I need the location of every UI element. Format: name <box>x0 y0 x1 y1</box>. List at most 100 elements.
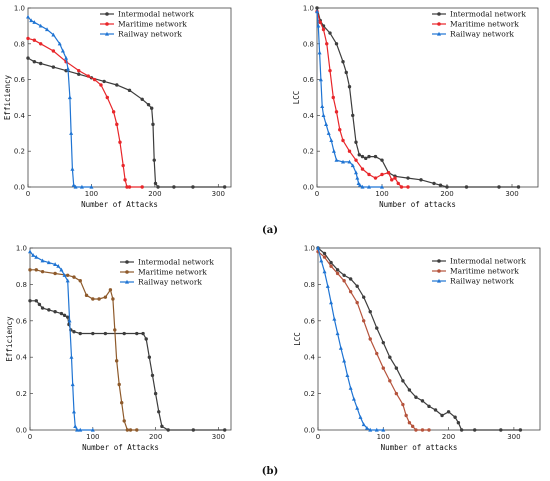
panel-label-b: (b) <box>262 466 278 477</box>
data-point <box>62 273 67 277</box>
data-point <box>354 170 358 175</box>
data-point <box>38 23 43 28</box>
data-point <box>325 284 330 288</box>
data-point <box>69 131 74 135</box>
data-point <box>322 269 327 274</box>
data-point <box>325 42 329 46</box>
data-point <box>32 20 37 24</box>
data-point <box>89 184 94 189</box>
x-tick-label: 200 <box>149 433 162 441</box>
y-tick-label: 0.8 <box>16 281 27 289</box>
data-point <box>318 77 323 82</box>
data-point <box>32 60 37 64</box>
y-tick-label: 0.2 <box>16 390 27 398</box>
data-point <box>146 102 151 107</box>
data-point <box>322 251 327 256</box>
y-tick-label: 0.0 <box>303 184 314 192</box>
y-tick-label: 0.4 <box>304 354 316 362</box>
data-point <box>331 149 336 153</box>
data-point <box>358 415 363 419</box>
y-tick-label: 0.4 <box>14 112 26 120</box>
series-line <box>316 11 408 188</box>
data-point <box>456 421 461 425</box>
data-point <box>319 258 324 263</box>
data-point <box>367 184 371 189</box>
data-point <box>72 330 76 334</box>
data-point <box>99 83 103 87</box>
data-point <box>414 428 418 432</box>
data-point <box>153 391 158 396</box>
data-point <box>97 297 101 301</box>
legend-marker <box>105 22 109 26</box>
data-point <box>147 355 152 359</box>
legend-label: Intermodal network <box>450 10 526 19</box>
data-point <box>315 6 319 10</box>
x-tick-label: 0 <box>316 433 320 441</box>
data-point <box>153 181 158 186</box>
data-point <box>328 68 332 73</box>
data-point <box>78 427 83 432</box>
data-point <box>47 308 51 312</box>
y-tick-label: 0.6 <box>16 317 28 325</box>
data-point <box>351 113 355 118</box>
data-point <box>322 255 327 259</box>
data-point <box>191 185 195 189</box>
data-point <box>150 106 154 110</box>
x-axis-title: Number of Attacks <box>82 443 159 452</box>
legend-label: Maritime network <box>450 20 519 29</box>
data-point <box>357 153 361 157</box>
y-axis-title: LCC <box>292 91 301 105</box>
data-point <box>316 245 320 250</box>
x-tick-label: 0 <box>315 190 319 198</box>
data-point <box>67 95 72 100</box>
chart-b-left: 0 100 200 300 0.0 0.2 0.4 0.6 0.8 1.0 Number of At… <box>5 245 232 452</box>
data-point <box>122 331 126 336</box>
series-line <box>27 57 225 188</box>
data-point <box>341 60 345 64</box>
data-point <box>331 95 335 100</box>
data-point <box>351 396 356 401</box>
data-point <box>440 413 444 418</box>
data-point <box>191 428 196 432</box>
x-tick-label: 200 <box>148 190 161 198</box>
x-tick-label: 200 <box>440 190 453 198</box>
data-point <box>354 158 358 162</box>
data-point <box>341 138 345 143</box>
data-point <box>51 32 56 37</box>
data-point <box>103 295 108 299</box>
x-tick-label: 100 <box>86 433 99 441</box>
data-point <box>367 154 371 159</box>
data-point <box>394 366 399 370</box>
data-point <box>65 278 70 283</box>
data-point <box>338 345 343 350</box>
y-tick-label: 0.8 <box>303 40 314 48</box>
data-point <box>373 154 378 159</box>
data-point <box>355 300 359 305</box>
data-point <box>347 85 352 89</box>
y-tick-label: 1.0 <box>14 5 25 13</box>
data-point <box>329 138 334 143</box>
data-point <box>78 331 82 336</box>
data-point <box>28 249 32 254</box>
data-point <box>381 366 385 370</box>
data-point <box>117 382 121 387</box>
data-point <box>355 284 359 288</box>
series-line <box>317 251 429 431</box>
data-point <box>113 328 117 332</box>
data-point <box>56 264 61 268</box>
data-point <box>453 415 457 419</box>
data-point <box>347 149 352 153</box>
data-point <box>381 427 386 432</box>
data-point <box>360 167 365 171</box>
data-point <box>115 83 119 87</box>
data-point <box>111 297 115 301</box>
data-point <box>34 254 39 259</box>
y-tick-label: 0.6 <box>303 76 315 84</box>
y-tick-label: 0.0 <box>16 427 27 435</box>
data-point <box>401 402 405 407</box>
data-point <box>364 425 369 430</box>
data-point <box>135 331 139 336</box>
data-point <box>53 310 57 314</box>
data-point <box>152 158 156 162</box>
data-point <box>406 185 410 189</box>
